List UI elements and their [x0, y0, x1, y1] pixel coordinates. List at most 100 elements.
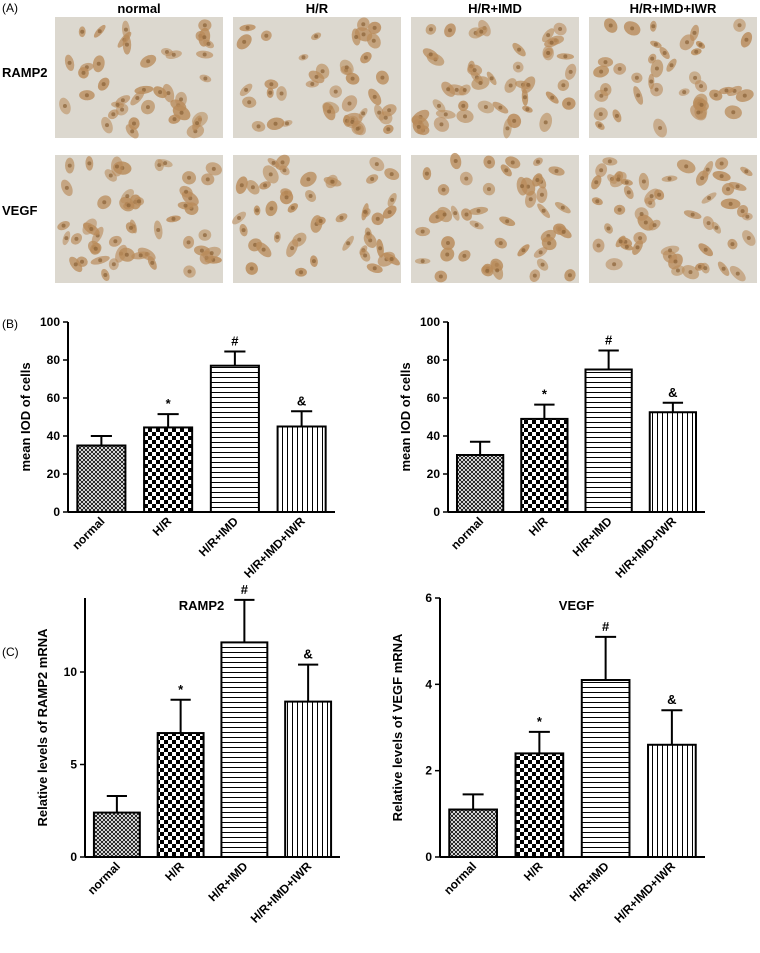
y-tick-label: 60: [47, 391, 61, 405]
nucleus: [624, 180, 629, 185]
error-bar: [298, 663, 319, 702]
nucleus: [705, 167, 710, 172]
column-label: H/R: [306, 1, 329, 16]
nucleus: [543, 120, 548, 125]
x-tick-label: H/R+IMD: [567, 859, 612, 904]
nucleus: [211, 166, 216, 171]
nucleus: [651, 24, 656, 29]
nucleus: [131, 121, 136, 126]
nucleus: [696, 110, 701, 115]
nucleus: [372, 25, 377, 30]
bar: [580, 679, 631, 858]
nucleus: [618, 239, 623, 244]
nucleus: [453, 159, 458, 164]
nucleus: [380, 75, 385, 80]
nucleus: [597, 123, 602, 128]
error-bar: [462, 793, 484, 810]
nucleus: [563, 54, 568, 59]
nucleus: [461, 103, 466, 108]
nucleus: [688, 270, 693, 275]
nucleus: [171, 52, 176, 57]
significance-mark: *: [178, 682, 184, 697]
nucleus: [549, 40, 554, 45]
nucleus: [685, 40, 690, 45]
nucleus: [521, 248, 526, 253]
row-label: RAMP2: [2, 65, 48, 80]
nucleus: [73, 262, 78, 267]
nucleus: [108, 173, 113, 178]
error-bar: [661, 709, 683, 745]
nucleus: [424, 171, 429, 176]
nucleus: [111, 112, 116, 117]
nucleus: [539, 192, 544, 197]
bar: [220, 641, 269, 859]
nucleus: [389, 172, 394, 177]
nucleus: [694, 49, 699, 54]
nucleus: [699, 84, 704, 89]
micrograph: [55, 155, 223, 283]
error-bar: [469, 440, 491, 455]
nucleus: [561, 229, 566, 234]
y-tick-label: 0: [53, 505, 60, 519]
nucleus: [420, 229, 425, 234]
row-label: VEGF: [2, 203, 37, 218]
nucleus: [102, 200, 107, 205]
y-tick-label: 20: [427, 467, 441, 481]
nucleus: [724, 88, 729, 93]
error-bar: [598, 349, 619, 370]
nucleus: [269, 206, 274, 211]
nucleus: [487, 160, 492, 165]
nucleus: [389, 256, 394, 261]
nucleus: [187, 175, 192, 180]
nucleus: [568, 69, 573, 74]
nucleus: [447, 28, 452, 33]
nucleus: [454, 87, 459, 92]
nucleus: [626, 190, 631, 195]
nucleus: [310, 81, 315, 86]
bar: [448, 808, 498, 858]
nucleus: [275, 235, 280, 240]
nucleus: [525, 107, 530, 112]
nucleus: [744, 169, 749, 174]
nucleus: [721, 266, 726, 271]
nucleus: [239, 183, 244, 188]
nucleus: [445, 252, 450, 257]
x-tick-label: H/R+IMD: [205, 859, 250, 904]
nucleus: [130, 129, 135, 134]
nucleus: [567, 273, 572, 278]
nucleus: [306, 177, 311, 182]
nucleus: [630, 26, 635, 31]
nucleus: [314, 34, 319, 39]
nucleus: [297, 237, 302, 242]
y-tick-label: 20: [47, 467, 61, 481]
nucleus: [745, 214, 750, 219]
nucleus: [641, 179, 646, 184]
nucleus: [682, 90, 687, 95]
x-tick-label: H/R: [150, 514, 175, 539]
nucleus: [526, 82, 531, 87]
y-tick-label: 80: [427, 353, 441, 367]
nucleus: [158, 90, 163, 95]
nucleus: [271, 160, 276, 165]
nucleus: [244, 87, 249, 92]
nucleus: [538, 250, 543, 255]
nucleus: [255, 208, 260, 213]
bar: [584, 368, 633, 513]
nucleus: [649, 194, 654, 199]
nucleus: [67, 60, 72, 65]
bar: [76, 444, 127, 513]
nucleus: [453, 211, 458, 216]
micrographs: normal H/R H/R+IMD H/R+IMD+IWR RAMP2 VEGF: [2, 1, 757, 283]
nucleus: [202, 233, 207, 238]
y-tick-label: 60: [427, 391, 441, 405]
nucleus: [344, 65, 349, 70]
nucleus: [638, 236, 643, 241]
nucleus: [612, 262, 617, 267]
nucleus: [247, 100, 252, 105]
nucleus: [446, 87, 451, 92]
nucleus: [667, 176, 672, 181]
nucleus: [560, 205, 565, 210]
nucleus: [209, 251, 214, 256]
nucleus: [442, 212, 447, 217]
